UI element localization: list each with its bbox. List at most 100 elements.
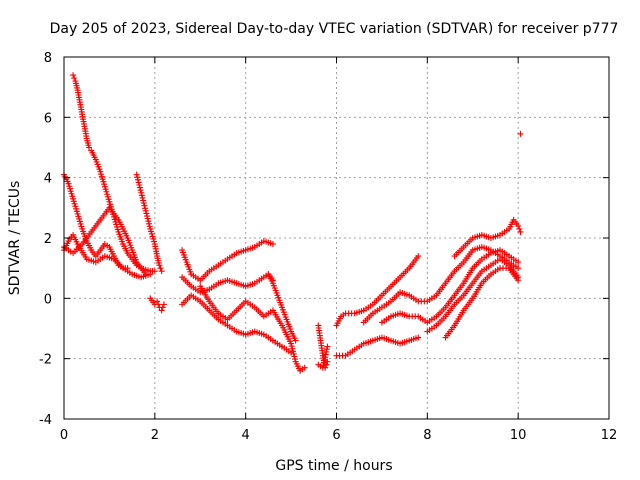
series-track-c [61, 204, 149, 278]
series-track-r [424, 256, 522, 335]
data-point [517, 228, 524, 235]
data-point [321, 359, 328, 366]
grid [64, 57, 609, 419]
data-point [323, 348, 330, 355]
data-point [290, 348, 297, 355]
series-track-i [179, 292, 295, 356]
data-point [134, 174, 141, 181]
data-point [134, 176, 141, 183]
data-point [515, 222, 522, 229]
data-point [323, 346, 330, 353]
data-point [301, 364, 308, 371]
data-point [155, 301, 162, 308]
data-point [85, 144, 92, 151]
x-axis-title: GPS time / hours [275, 458, 392, 474]
data-point [145, 218, 152, 225]
data-point [147, 271, 154, 278]
data-point [144, 215, 151, 222]
data-point [515, 259, 522, 266]
data-point [142, 207, 149, 214]
data-point [324, 343, 331, 350]
series-track-s [442, 265, 522, 341]
data-point [321, 356, 328, 363]
data-point [151, 268, 158, 275]
series-track-n [333, 334, 422, 359]
data-point [160, 301, 167, 308]
data-point [71, 75, 78, 82]
series-track-q [378, 247, 522, 326]
data-points [61, 72, 524, 374]
y-tick-label: -2 [39, 353, 52, 368]
data-point [157, 265, 164, 272]
y-tick-label: 2 [44, 232, 52, 247]
x-tick-label: 4 [242, 428, 250, 443]
data-point [141, 202, 148, 209]
x-tick-label: 6 [332, 428, 340, 443]
data-point [138, 189, 145, 196]
data-point [319, 364, 326, 371]
data-point [154, 298, 161, 305]
data-point [517, 130, 524, 137]
data-point [70, 72, 77, 79]
data-point [320, 362, 327, 369]
data-point [322, 354, 329, 361]
series-track-g [179, 238, 276, 284]
y-tick-label: 8 [44, 51, 52, 66]
data-point [269, 241, 276, 248]
series-outlier [517, 130, 524, 137]
data-point [515, 277, 522, 284]
data-point [322, 351, 329, 358]
y-tick-label: 6 [44, 111, 52, 126]
x-tick-label: 2 [151, 428, 159, 443]
x-tick-label: 12 [601, 428, 618, 443]
data-point [515, 265, 522, 272]
data-point [292, 337, 299, 344]
data-point [143, 210, 150, 217]
series-track-d [61, 231, 154, 281]
y-tick-label: 0 [44, 292, 52, 307]
series-track-o [333, 253, 422, 329]
series-track-t [451, 216, 524, 260]
data-point [142, 205, 149, 212]
data-point [159, 304, 166, 311]
data-point [291, 356, 298, 363]
y-axis-title: SDTVAR / TECUs [7, 181, 23, 296]
axis-ticks: 0 2 4 6 8 10 12 -4 -2 0 2 4 6 8 [39, 51, 617, 443]
data-point [290, 350, 297, 357]
series-track-e [133, 171, 165, 275]
data-point [139, 194, 146, 201]
data-point [415, 334, 422, 341]
data-point [289, 345, 296, 352]
data-point [133, 171, 140, 178]
data-point [516, 225, 523, 232]
data-point [158, 307, 165, 314]
data-point [158, 268, 165, 275]
data-point [146, 223, 153, 230]
series-track-k [265, 271, 299, 344]
data-point [137, 187, 144, 194]
data-point [140, 200, 147, 207]
x-tick-label: 10 [510, 428, 527, 443]
data-point [136, 184, 143, 191]
data-point [140, 197, 147, 204]
data-point [288, 340, 295, 347]
data-point [136, 181, 143, 188]
x-tick-label: 0 [60, 428, 68, 443]
chart-title: Day 205 of 2023, Sidereal Day-to-day VTE… [50, 21, 619, 37]
data-point [415, 253, 422, 260]
series-track-j [197, 283, 308, 374]
y-tick-label: -4 [39, 413, 52, 428]
series-track-m [315, 343, 331, 371]
data-point [291, 353, 298, 360]
x-tick-label: 8 [423, 428, 431, 443]
data-point [156, 262, 163, 269]
data-point [138, 192, 145, 199]
data-point [135, 179, 142, 186]
data-point [288, 343, 295, 350]
data-point [144, 213, 151, 220]
series-track-f [147, 295, 167, 314]
data-point [145, 220, 152, 227]
y-tick-label: 4 [44, 172, 52, 187]
